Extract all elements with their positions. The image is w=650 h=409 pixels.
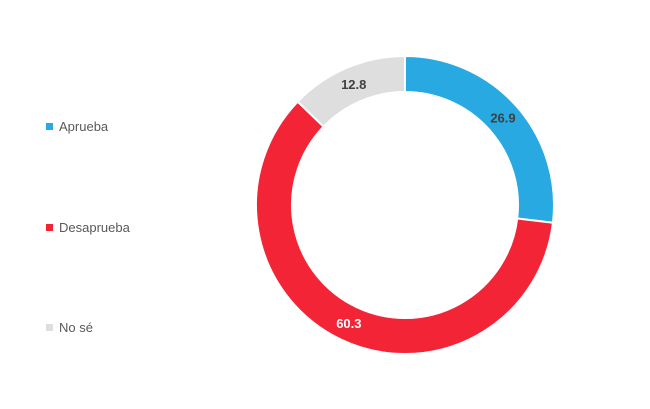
- legend-item-desaprueba: Desaprueba: [46, 220, 130, 235]
- legend-swatch-aprueba: [46, 123, 53, 130]
- legend-item-no-se: No sé: [46, 320, 93, 335]
- legend-item-aprueba: Aprueba: [46, 119, 108, 134]
- legend-swatch-desaprueba: [46, 224, 53, 231]
- legend-label-no-se: No sé: [59, 320, 93, 335]
- donut-labels: 26.9 60.3 12.8: [336, 77, 515, 331]
- data-label-aprueba: 26.9: [490, 111, 515, 126]
- slice-desaprueba: [255, 100, 555, 355]
- legend-label-desaprueba: Desaprueba: [59, 220, 130, 235]
- slice-aprueba: [404, 54, 555, 224]
- donut-slices: [255, 54, 555, 355]
- legend-swatch-no-se: [46, 324, 53, 331]
- legend-label-aprueba: Aprueba: [59, 119, 109, 134]
- data-label-no-se: 12.8: [341, 77, 366, 92]
- slice-no-se: [296, 54, 406, 129]
- chart-legend: Aprueba Desaprueba No sé: [46, 0, 206, 409]
- data-label-desaprueba: 60.3: [336, 316, 361, 331]
